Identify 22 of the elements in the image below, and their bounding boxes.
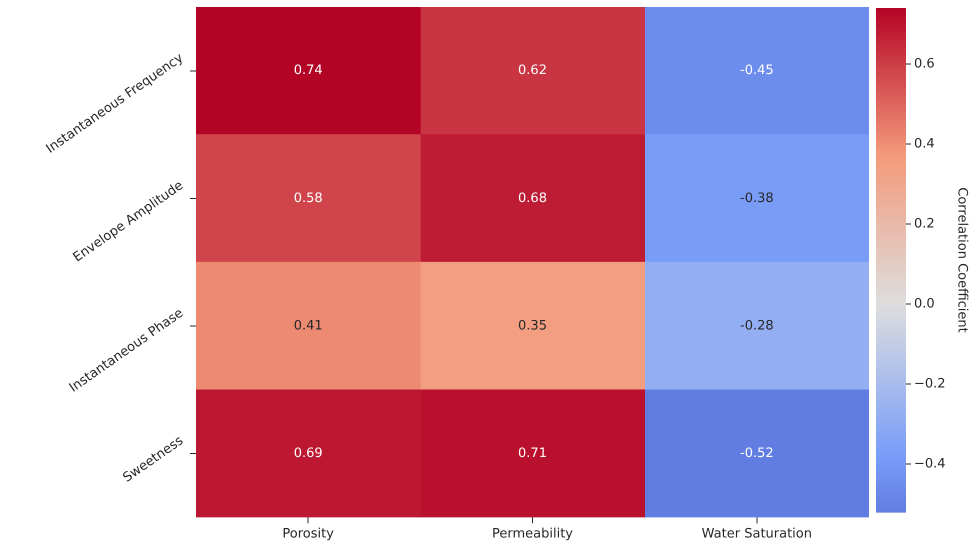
x-tick-label: Water Saturation	[702, 526, 812, 542]
data-label: 0.35	[518, 318, 547, 334]
data-label: -0.38	[740, 190, 774, 206]
data-label: 0.68	[518, 190, 547, 206]
x-tick-label: Porosity	[282, 526, 334, 542]
x-tick-label: Permeability	[492, 526, 574, 542]
color-bar-label: 0.0	[914, 296, 935, 312]
data-label: 0.69	[294, 446, 323, 461]
color-bar-title: Correlation Coefficient	[954, 187, 970, 333]
color-bar-label: −0.2	[914, 376, 946, 392]
color-bar-label: −0.4	[914, 456, 946, 472]
data-label: -0.28	[740, 318, 774, 334]
data-label: 0.41	[294, 318, 323, 334]
color-bar-label: 0.2	[914, 216, 935, 232]
data-label: 0.58	[294, 190, 323, 206]
data-label: 0.74	[294, 63, 323, 78]
data-label: 0.62	[518, 63, 547, 78]
data-label: -0.45	[740, 63, 774, 78]
color-bar-label: 0.4	[914, 136, 935, 152]
color-bar-label: 0.6	[914, 56, 935, 72]
data-label: 0.71	[518, 446, 547, 461]
data-label: -0.52	[740, 446, 774, 461]
